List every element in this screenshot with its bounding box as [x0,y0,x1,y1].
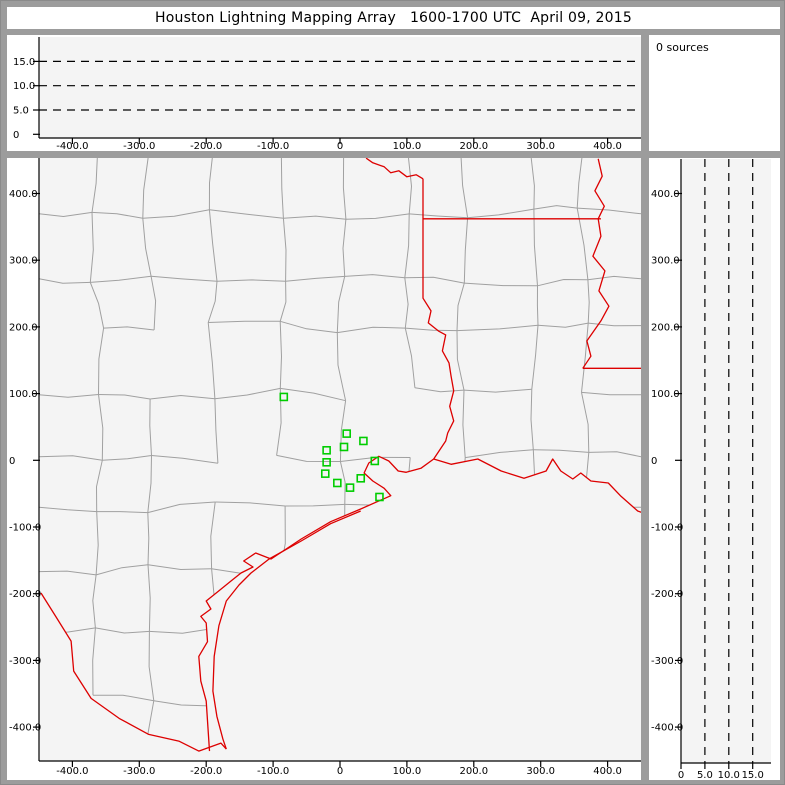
tick-label: -400.0 [9,723,41,734]
station-marker [320,469,330,478]
tick-label: 0 [337,766,343,777]
panel-map: 400.0 300.0 200.0 100.0 0 -100.0 -200.0 -300.0 -… [7,158,641,780]
tick-label: 100.0 [651,389,680,400]
tick-label: -300.0 [123,141,155,151]
tick-label: 0 [337,141,343,151]
tick-label: -100.0 [9,523,41,534]
station-marker [339,442,349,452]
tick-label: 100.0 [393,766,422,777]
tick-label: 200.0 [9,322,38,333]
tick-label: 0 [13,130,19,141]
station-marker [359,436,368,446]
tick-label: -400.0 [56,766,88,777]
tick-label: 200.0 [459,766,488,777]
tick-label: -300.0 [651,656,683,667]
tick-label: -300.0 [9,656,41,667]
tick-label: 15.0 [742,770,764,780]
tick-label: -300.0 [123,766,155,777]
tick-label: 0 [651,456,657,467]
tick-label: 5.0 [13,106,29,117]
station-marker [356,474,366,483]
tick-label: -100.0 [651,523,683,534]
tick-label: -100.0 [257,766,289,777]
station-marker [322,458,331,467]
panel-northsouth-vs-altitude: 400.0 300.0 200.0 100.0 0 -100.0 -200.0 -300.0 -… [649,158,780,780]
tick-label: 100.0 [9,389,38,400]
panel-source-count: 0 sources [649,35,780,151]
altitude-ew-plot: 0 5.0 10.0 15.0 -400.0 -300.0 -200.0 -100.0 0 100… [13,37,641,151]
ns-altitude-plot: 400.0 300.0 200.0 100.0 0 -100.0 -200.0 -300.0 -… [651,159,771,780]
plot-area [681,159,771,763]
tick-label: 0 [9,456,15,467]
mexico-area [39,593,227,761]
tick-label: 400.0 [593,766,622,777]
tick-label: -100.0 [257,141,289,151]
mississippi-river [582,158,610,369]
source-count-label: 0 sources [656,41,709,54]
tick-label: -200.0 [190,766,222,777]
tick-label: 10.0 [718,770,740,780]
tick-label: 200.0 [459,141,488,151]
tick-label: -200.0 [651,589,683,600]
tick-label: -200.0 [190,141,222,151]
altitude-dashed-lines [704,159,754,763]
tick-label: 400.0 [593,141,622,151]
title-bar: Houston Lightning Mapping Array 1600-170… [7,7,780,29]
lma-stations [279,392,384,502]
station-marker [345,483,355,492]
gulf-coast [198,455,641,752]
station-marker [333,478,342,488]
tick-label: 15.0 [13,57,35,68]
tick-label: 400.0 [9,189,38,200]
tick-label: 300.0 [651,256,680,267]
gulf-of-mexico-water [198,456,641,761]
barrier-island [212,510,361,750]
station-marker [342,429,351,438]
tick-label: 200.0 [651,322,680,333]
tick-label: -400.0 [651,723,683,734]
altitude-dashed-lines [39,60,641,111]
state-borders [40,158,641,752]
map-plot: 400.0 300.0 200.0 100.0 0 -100.0 -200.0 -300.0 -… [9,158,641,777]
tick-label: -200.0 [9,589,41,600]
tick-label: 300.0 [526,141,555,151]
tick-label: 400.0 [651,189,680,200]
tick-label: 300.0 [526,766,555,777]
station-marker [322,445,331,455]
tick-label: 10.0 [13,81,35,92]
tx-la-border [422,178,455,460]
red-river [365,158,424,180]
station-marker [370,456,380,466]
station-marker [279,392,289,402]
tick-label: 5.0 [697,770,713,780]
tick-label: -400.0 [56,141,88,151]
station-marker [375,492,384,502]
tick-label: 100.0 [393,141,422,151]
rio-grande [40,592,227,752]
page-title: Houston Lightning Mapping Array 1600-170… [155,10,632,26]
tick-label: 0 [678,770,684,780]
plot-area [39,37,641,138]
panel-altitude-vs-eastwest: 0 5.0 10.0 15.0 -400.0 -300.0 -200.0 -100.0 0 100… [7,35,641,151]
tick-label: 300.0 [9,256,38,267]
